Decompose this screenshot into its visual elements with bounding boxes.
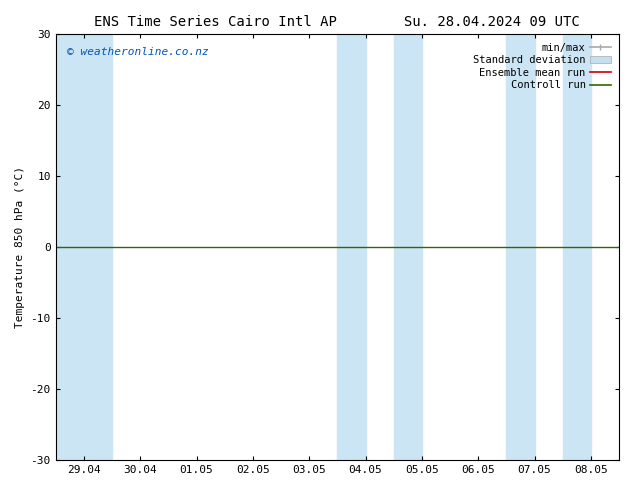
Bar [56, 34, 112, 460]
Y-axis label: Temperature 850 hPa (°C): Temperature 850 hPa (°C) [15, 166, 25, 328]
Bar [337, 34, 365, 460]
Bar [562, 34, 591, 460]
Bar [507, 34, 534, 460]
Bar [394, 34, 422, 460]
Legend: min/max, Standard deviation, Ensemble mean run, Controll run: min/max, Standard deviation, Ensemble me… [470, 40, 614, 94]
Title: ENS Time Series Cairo Intl AP        Su. 28.04.2024 09 UTC: ENS Time Series Cairo Intl AP Su. 28.04.… [94, 15, 580, 29]
Text: © weatheronline.co.nz: © weatheronline.co.nz [67, 47, 209, 57]
